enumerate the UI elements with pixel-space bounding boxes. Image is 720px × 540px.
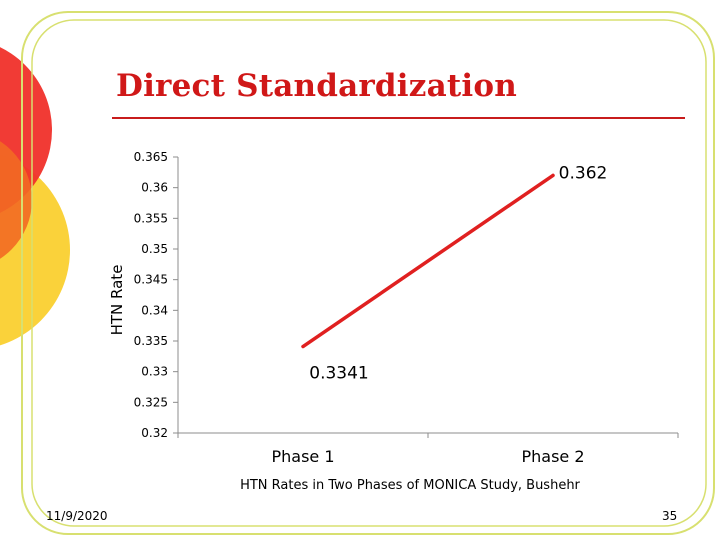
y-tick-label: 0.36	[141, 181, 168, 195]
y-tick-label: 0.34	[141, 303, 168, 317]
x-tick-label: Phase 2	[521, 447, 584, 466]
slide-frame-outer	[21, 11, 715, 535]
data-point	[551, 173, 555, 177]
slide-page-number: 35	[662, 509, 678, 523]
decor-circle-orange	[0, 141, 32, 259]
data-point	[301, 345, 305, 349]
data-label: 0.362	[559, 163, 608, 183]
y-tick-label: 0.355	[134, 211, 168, 225]
y-tick-label: 0.345	[134, 273, 168, 287]
x-axis-title: HTN Rates in Two Phases of MONICA Study,…	[240, 478, 580, 493]
series-line	[301, 173, 555, 349]
slide-title: Direct Standardization	[116, 68, 517, 104]
y-tick-label: 0.365	[134, 150, 168, 164]
y-tick-label: 0.335	[134, 334, 168, 348]
y-axis-title: HTN Rate	[108, 265, 126, 336]
y-tick-label: 0.35	[141, 242, 168, 256]
y-tick-label: 0.325	[134, 395, 168, 409]
data-label: 0.3341	[309, 364, 368, 384]
slide-frame-inner	[31, 19, 707, 527]
y-tick-label: 0.33	[141, 365, 168, 379]
title-underline	[112, 117, 685, 119]
y-tick-label: 0.32	[141, 426, 168, 440]
slide-date: 11/9/2020	[46, 509, 108, 523]
x-tick-label: Phase 1	[271, 447, 334, 466]
